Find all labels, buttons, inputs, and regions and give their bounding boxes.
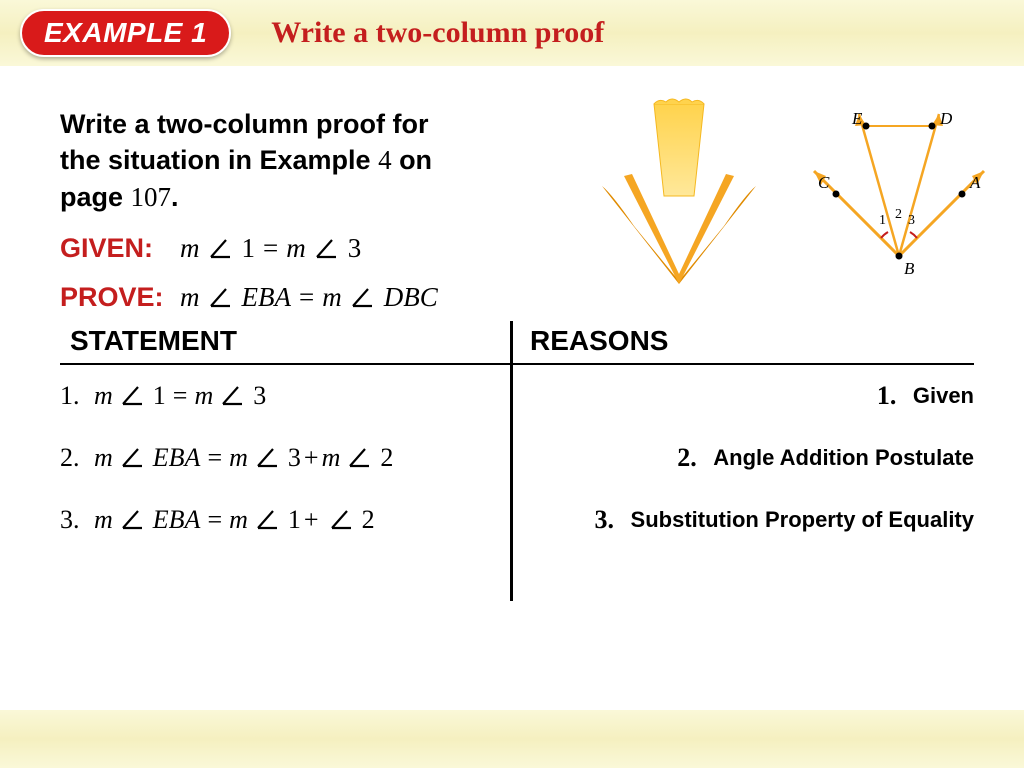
- m-var: m: [94, 381, 113, 411]
- content-area: E D C A B 1 2 3 Write a two-column proof…: [0, 66, 1024, 571]
- angle-val: 1: [153, 381, 166, 411]
- stmt-expr: m EBA = m 3 + m 2: [94, 443, 647, 473]
- stmt-num: 1.: [60, 381, 94, 411]
- angle-3-label: 3: [908, 213, 915, 228]
- proof-headers: STATEMENT REASONS: [60, 325, 974, 365]
- plus: +: [304, 505, 319, 535]
- intro-line3b: .: [171, 182, 179, 212]
- diagrams-container: E D C A B 1 2 3: [584, 96, 994, 296]
- intro-line2b: on: [392, 145, 433, 175]
- intro-num107: 107: [131, 182, 172, 212]
- angle-icon: [208, 286, 234, 310]
- reason-text: Given: [913, 383, 974, 409]
- angle-icon: [314, 237, 340, 261]
- reason-text: Angle Addition Postulate: [713, 445, 974, 471]
- angle-icon: [255, 446, 281, 470]
- proof-row: 3. m EBA = m 1 + 2 3. Substitution Prope…: [60, 489, 974, 551]
- stmt-num: 2.: [60, 443, 94, 473]
- intro-line2a: the situation in Example: [60, 145, 378, 175]
- geometry-diagram: E D C A B 1 2 3: [804, 96, 994, 286]
- m-var: m: [286, 233, 306, 264]
- footer-band: [0, 710, 1024, 768]
- label-E: E: [851, 109, 863, 128]
- intro-line3a: page: [60, 182, 131, 212]
- reason-text: Substitution Property of Equality: [631, 507, 974, 533]
- stmt-expr: m EBA = m 1 + 2: [94, 505, 565, 535]
- label-C: C: [818, 173, 830, 192]
- angle-val: DBC: [384, 282, 438, 313]
- angle-icon: [329, 508, 355, 532]
- given-label: GIVEN:: [60, 233, 180, 264]
- spotlight-icon: [584, 96, 774, 296]
- angle-icon: [120, 384, 146, 408]
- m-var: m: [94, 443, 113, 473]
- equals: =: [173, 381, 188, 411]
- stmt-num: 3.: [60, 505, 94, 535]
- intro-line1: Write a two-column proof for: [60, 109, 428, 139]
- proof-table: STATEMENT REASONS 1. m 1 = m 3 1. Given: [60, 325, 974, 551]
- angle-val: 2: [380, 443, 393, 473]
- header-statement: STATEMENT: [60, 325, 500, 357]
- angle-2-label: 2: [895, 207, 902, 222]
- angle-val: 3: [253, 381, 266, 411]
- angle-val: 1: [288, 505, 301, 535]
- angle-val: EBA: [242, 282, 291, 313]
- angle-icon: [255, 508, 281, 532]
- m-var: m: [229, 443, 248, 473]
- header-reasons: REASONS: [500, 325, 974, 357]
- angle-val: EBA: [153, 443, 201, 473]
- m-var: m: [229, 505, 248, 535]
- angle-val: EBA: [153, 505, 201, 535]
- plus: +: [304, 443, 319, 473]
- vertical-divider: [510, 321, 513, 601]
- reason-num: 3.: [595, 505, 631, 535]
- stmt-expr: m 1 = m 3: [94, 381, 847, 411]
- angle-1-label: 1: [879, 213, 886, 228]
- angle-icon: [350, 286, 376, 310]
- prove-label: PROVE:: [60, 282, 180, 313]
- proof-row: 1. m 1 = m 3 1. Given: [60, 365, 974, 427]
- equals: =: [263, 233, 278, 264]
- proof-body: 1. m 1 = m 3 1. Given 2. m EBA: [60, 365, 974, 551]
- m-var: m: [180, 282, 200, 313]
- intro-num4: 4: [378, 145, 392, 175]
- m-var: m: [322, 443, 341, 473]
- intro-text: Write a two-column proof for the situati…: [60, 106, 520, 215]
- angle-val: 2: [362, 505, 375, 535]
- given-expr: m 1 = m 3: [180, 233, 361, 264]
- equals: =: [207, 505, 222, 535]
- proof-row: 2. m EBA = m 3 + m 2 2. Angle Addition P…: [60, 427, 974, 489]
- equals: =: [299, 282, 314, 313]
- m-var: m: [322, 282, 342, 313]
- m-var: m: [180, 233, 200, 264]
- angle-icon: [120, 508, 146, 532]
- m-var: m: [94, 505, 113, 535]
- angle-icon: [220, 384, 246, 408]
- label-B: B: [904, 259, 915, 278]
- reason-num: 1.: [877, 381, 913, 411]
- header-band: EXAMPLE 1 Write a two-column proof: [0, 0, 1024, 66]
- angle-icon: [347, 446, 373, 470]
- angle-icon: [208, 237, 234, 261]
- reason-num: 2.: [677, 443, 713, 473]
- angle-val: 3: [288, 443, 301, 473]
- m-var: m: [194, 381, 213, 411]
- equals: =: [207, 443, 222, 473]
- label-D: D: [939, 109, 953, 128]
- label-A: A: [969, 173, 981, 192]
- angle-icon: [120, 446, 146, 470]
- angle-val: 3: [348, 233, 362, 264]
- prove-expr: m EBA = m DBC: [180, 282, 438, 313]
- example-badge: EXAMPLE 1: [20, 9, 231, 57]
- angle-val: 1: [242, 233, 256, 264]
- header-title: Write a two-column proof: [271, 16, 604, 50]
